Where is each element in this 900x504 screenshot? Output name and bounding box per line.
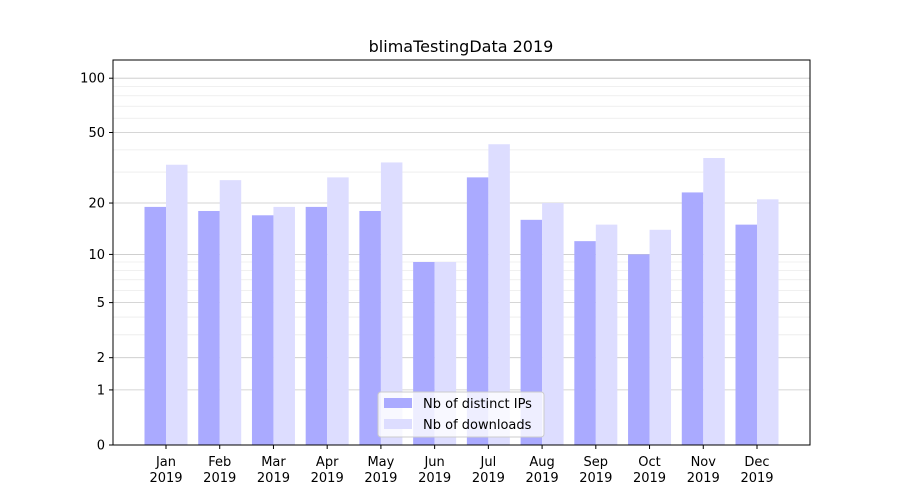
y-tick-label: 20 xyxy=(88,197,105,212)
y-tick-label: 5 xyxy=(97,296,105,311)
y-tick-label: 10 xyxy=(88,248,105,263)
bar-downloads xyxy=(166,164,188,445)
x-tick-label: Jun 2019 xyxy=(418,455,451,486)
bar-downloads xyxy=(327,177,349,445)
chart-title: blimaTestingData 2019 xyxy=(369,37,554,56)
legend-swatch xyxy=(384,398,412,408)
bar-downloads xyxy=(595,224,618,445)
bar-distinct-ips xyxy=(466,177,489,445)
bar-distinct-ips xyxy=(681,192,704,445)
y-tick-label: 0 xyxy=(97,439,105,454)
axes-frame xyxy=(112,59,811,446)
bar-distinct-ips xyxy=(251,215,274,445)
legend-label: Nb of downloads xyxy=(423,418,532,433)
bar-distinct-ips xyxy=(628,254,650,445)
bar-downloads xyxy=(542,203,564,445)
x-tick-label: Apr 2019 xyxy=(311,455,344,486)
legend-box xyxy=(377,391,545,438)
legend-swatch xyxy=(384,419,412,429)
bar-downloads xyxy=(703,158,725,445)
bar-distinct-ips xyxy=(144,206,166,445)
bar-downloads xyxy=(380,162,403,445)
bar-downloads xyxy=(273,206,295,445)
x-tick-label: Nov 2019 xyxy=(687,455,720,486)
bar-distinct-ips xyxy=(305,206,328,445)
bar-downloads xyxy=(757,199,779,445)
y-tick-label: 50 xyxy=(88,126,105,141)
y-tick-label: 100 xyxy=(80,72,105,87)
bar-distinct-ips xyxy=(359,210,381,445)
legend-label: Nb of distinct IPs xyxy=(423,397,532,412)
bar-distinct-ips xyxy=(574,241,596,445)
bar-downloads xyxy=(219,180,242,445)
x-tick-label: May 2019 xyxy=(364,455,397,486)
x-tick-label: Oct 2019 xyxy=(633,455,666,486)
y-tick-label: 2 xyxy=(97,351,105,366)
x-tick-label: Aug 2019 xyxy=(526,455,559,486)
legend: Nb of distinct IPs Nb of downloads xyxy=(377,391,545,438)
x-tick-label: Sep 2019 xyxy=(579,455,612,486)
bar-distinct-ips xyxy=(735,224,757,445)
bar-downloads xyxy=(649,229,672,445)
x-axis: Jan 2019 Feb 2019 Mar 2019 Apr 2019 May 2019 Jun 20… xyxy=(149,445,774,486)
x-tick-label: Jan 2019 xyxy=(149,455,182,486)
y-tick-label: 1 xyxy=(97,383,105,398)
y-axis: 0 1 2 5 10 20 50 100 xyxy=(80,72,113,454)
bar-distinct-ips xyxy=(520,219,543,445)
bar-downloads xyxy=(488,144,510,445)
x-tick-label: Dec 2019 xyxy=(740,455,773,486)
x-tick-label: Feb 2019 xyxy=(203,455,236,486)
x-tick-label: Jul 2019 xyxy=(472,455,505,486)
x-tick-label: Mar 2019 xyxy=(257,455,290,486)
bar-distinct-ips xyxy=(198,210,220,445)
